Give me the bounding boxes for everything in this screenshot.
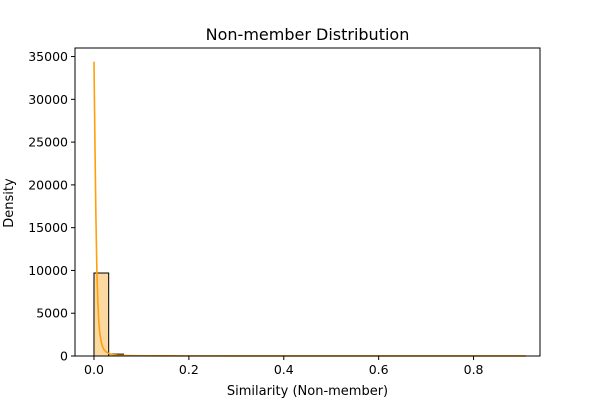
x-tick-label: 0.0 — [84, 362, 104, 377]
x-tick-label: 0.6 — [369, 362, 389, 377]
y-tick-label: 5000 — [36, 306, 68, 321]
y-axis-title: Density — [2, 178, 17, 228]
plot-area — [74, 47, 541, 357]
y-axis: 0 5000 10000 15000 20000 25000 30000 35000 — [28, 49, 75, 364]
y-tick-label: 0 — [60, 349, 68, 364]
x-tick-label: 0.2 — [179, 362, 199, 377]
x-axis: 0.0 0.2 0.4 0.6 0.8 — [84, 356, 484, 377]
plot-frame — [74, 47, 541, 357]
x-tick-label: 0.8 — [464, 362, 484, 377]
y-tick-label: 10000 — [28, 263, 68, 278]
chart-title: Non-member Distribution — [206, 25, 410, 44]
y-tick-label: 30000 — [28, 92, 68, 107]
y-tick-label: 20000 — [28, 177, 68, 192]
kde-line — [93, 61, 526, 357]
y-tick-label: 15000 — [28, 220, 68, 235]
y-tick-label: 35000 — [28, 49, 68, 64]
x-tick-label: 0.4 — [274, 362, 294, 377]
y-tick-label: 25000 — [28, 135, 68, 150]
x-axis-title: Similarity (Non-member) — [227, 384, 388, 399]
